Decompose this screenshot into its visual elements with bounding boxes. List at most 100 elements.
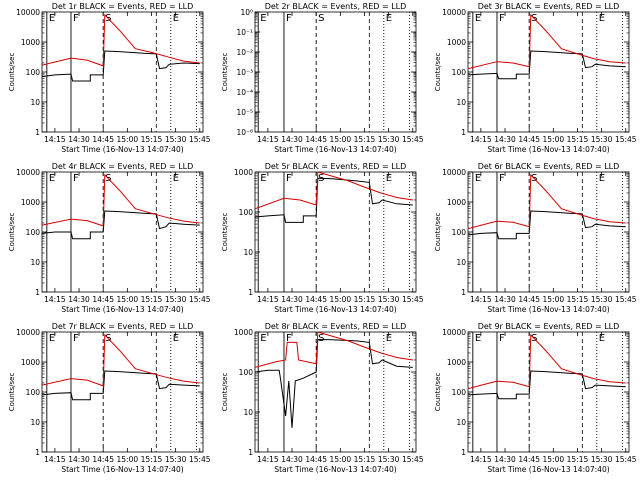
lld-series-line <box>42 173 200 227</box>
plot-frame <box>41 11 204 133</box>
y-tick-label: 10⁰ <box>240 8 253 17</box>
x-tick-label: 15:45 <box>189 455 211 464</box>
x-tick-label: 14:30 <box>68 455 90 464</box>
y-tick-label: 10⁻¹ <box>236 28 253 37</box>
plot-frame <box>41 331 204 453</box>
x-tick-label: 15:00 <box>330 455 352 464</box>
lld-series-line <box>255 332 413 368</box>
y-tick-label: 10000 <box>442 328 466 337</box>
y-tick-label: 10 <box>456 418 466 427</box>
x-tick-label: 15:15 <box>141 295 163 304</box>
x-tick-label: 14:30 <box>494 455 516 464</box>
y-tick-label: 1000 <box>447 38 466 47</box>
x-tick-label: 15:30 <box>165 455 187 464</box>
x-tick-label: 15:45 <box>402 455 424 464</box>
y-tick-label: 1000 <box>447 198 466 207</box>
marker-label: F <box>286 333 292 344</box>
x-tick-label: 15:15 <box>567 135 589 144</box>
y-tick-label: 10000 <box>442 8 466 17</box>
x-axis-label: Start Time (16-Nov-13 14:07:40) <box>487 145 609 154</box>
events-series-line <box>468 210 626 240</box>
events-series-line <box>42 50 200 82</box>
y-axis-label: Counts/sec <box>434 213 442 252</box>
events-series-line <box>255 338 413 428</box>
chart-title: Det 8r BLACK = Events, RED = LLD <box>265 322 407 331</box>
y-tick-label: 1000 <box>21 358 40 367</box>
marker-label: E <box>49 173 55 184</box>
x-tick-label: 14:15 <box>44 455 66 464</box>
chart-title: Det 3r BLACK = Events, RED = LLD <box>478 2 620 11</box>
x-tick-label: 15:30 <box>378 295 400 304</box>
x-axis-label: Start Time (16-Nov-13 14:07:40) <box>274 305 396 314</box>
y-tick-label: 1 <box>248 288 253 297</box>
marker-label: E <box>599 13 605 24</box>
y-tick-label: 10 <box>30 98 40 107</box>
marker-label: E <box>386 13 392 24</box>
x-tick-label: 14:15 <box>257 295 279 304</box>
x-tick-label: 14:15 <box>44 295 66 304</box>
x-tick-label: 14:15 <box>257 135 279 144</box>
marker-label: F <box>499 13 505 24</box>
y-tick-label: 10⁻⁶ <box>236 128 253 137</box>
x-tick-label: 15:30 <box>165 135 187 144</box>
marker-label: E <box>599 333 605 344</box>
x-tick-label: 15:30 <box>165 295 187 304</box>
marker-label: E <box>173 13 179 24</box>
chart-title: Det 6r BLACK = Events, RED = LLD <box>478 162 620 171</box>
plot-frame <box>254 11 417 133</box>
plot-frame <box>467 331 630 453</box>
x-tick-label: 15:00 <box>117 295 139 304</box>
y-tick-label: 1000 <box>234 168 253 177</box>
x-tick-label: 14:45 <box>92 135 114 144</box>
y-tick-label: 10 <box>456 258 466 267</box>
chart-title: Det 9r BLACK = Events, RED = LLD <box>478 322 620 331</box>
marker-label: E <box>260 333 266 344</box>
chart-title: Det 4r BLACK = Events, RED = LLD <box>52 162 194 171</box>
x-tick-label: 15:45 <box>615 455 637 464</box>
y-axis-label: Counts/sec <box>221 53 229 92</box>
plot-frame <box>467 11 630 133</box>
x-tick-label: 15:15 <box>354 295 376 304</box>
x-tick-label: 14:45 <box>305 295 327 304</box>
marker-label: F <box>73 173 79 184</box>
x-axis-label: Start Time (16-Nov-13 14:07:40) <box>61 465 183 474</box>
y-tick-label: 100 <box>26 68 41 77</box>
y-axis-label: Counts/sec <box>8 53 16 92</box>
y-axis-label: Counts/sec <box>221 373 229 412</box>
chart-title: Det 1r BLACK = Events, RED = LLD <box>52 2 194 11</box>
y-tick-label: 1 <box>248 448 253 457</box>
x-tick-label: 14:15 <box>470 135 492 144</box>
marker-label: S <box>318 333 324 344</box>
x-tick-label: 15:45 <box>402 295 424 304</box>
x-tick-label: 14:45 <box>518 135 540 144</box>
x-tick-label: 14:30 <box>494 295 516 304</box>
y-tick-label: 100 <box>26 388 41 397</box>
x-tick-label: 14:30 <box>281 135 303 144</box>
marker-label: E <box>173 173 179 184</box>
x-tick-label: 14:30 <box>68 135 90 144</box>
y-tick-label: 1 <box>35 288 40 297</box>
y-tick-label: 10 <box>30 258 40 267</box>
x-tick-label: 15:45 <box>189 295 211 304</box>
plot-frame <box>254 331 417 453</box>
y-tick-label: 10⁻⁵ <box>236 108 253 117</box>
y-axis-label: Counts/sec <box>221 213 229 252</box>
x-tick-label: 15:00 <box>330 295 352 304</box>
y-tick-label: 1 <box>461 288 466 297</box>
y-tick-label: 100 <box>452 228 467 237</box>
y-tick-label: 10 <box>243 408 253 417</box>
y-tick-label: 100 <box>239 368 254 377</box>
x-axis-label: Start Time (16-Nov-13 14:07:40) <box>274 145 396 154</box>
x-tick-label: 14:45 <box>305 135 327 144</box>
marker-label: F <box>499 173 505 184</box>
y-tick-label: 100 <box>452 388 467 397</box>
x-tick-label: 15:00 <box>543 455 565 464</box>
marker-label: F <box>286 13 292 24</box>
x-tick-label: 15:15 <box>567 295 589 304</box>
x-tick-label: 14:45 <box>518 455 540 464</box>
x-tick-label: 15:00 <box>543 135 565 144</box>
